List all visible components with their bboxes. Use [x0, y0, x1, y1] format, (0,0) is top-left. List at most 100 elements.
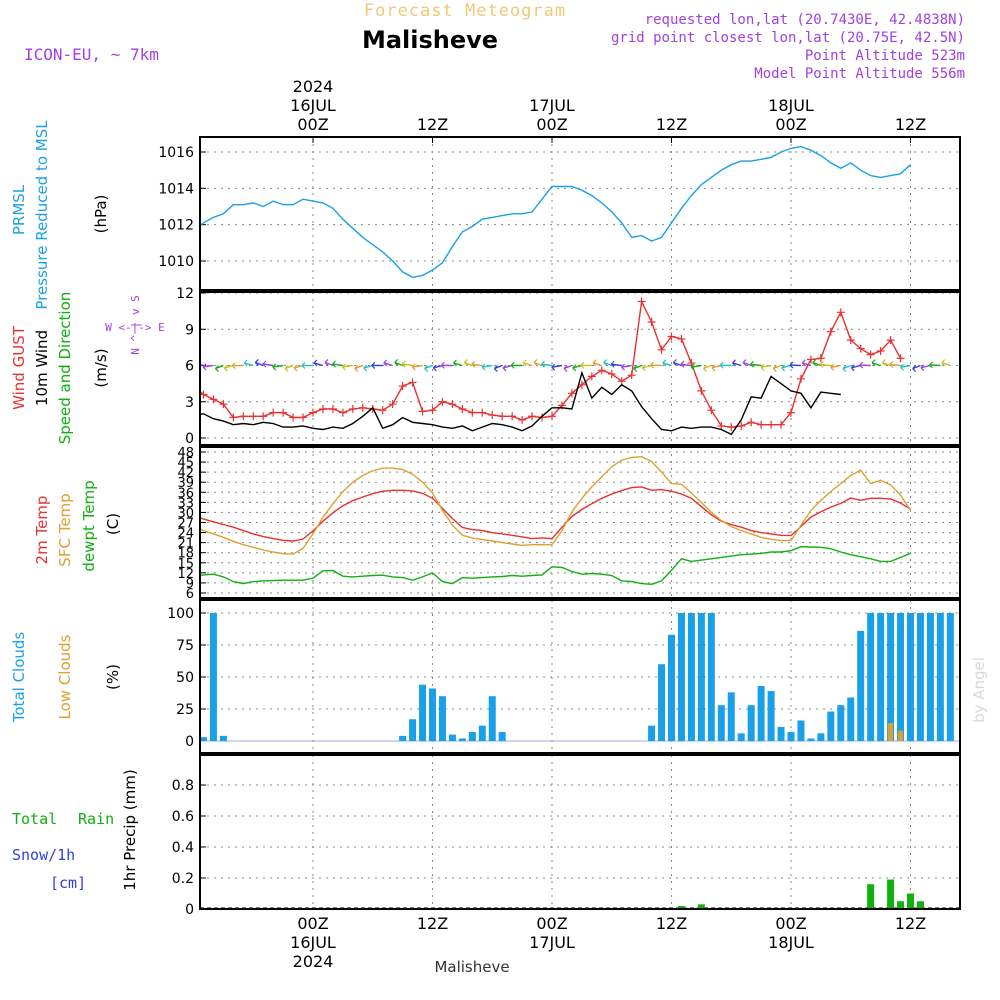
- wind-arrowhead: [440, 361, 445, 369]
- station-title: Malisheve: [362, 26, 498, 54]
- top-time-label: 00Z: [536, 115, 567, 134]
- y-tick-label: 30: [177, 506, 194, 521]
- wind-arrowhead: [830, 363, 835, 371]
- y-tick-label: 48: [177, 446, 194, 461]
- bar-total-clouds: [857, 630, 865, 741]
- wind-arrowhead: [592, 359, 597, 367]
- wind-arrow: [802, 362, 812, 367]
- wind-arrowhead: [174, 360, 177, 366]
- gust-marker: [229, 413, 238, 422]
- gust-marker: [408, 378, 417, 387]
- gust-marker: [787, 408, 795, 417]
- wind-arrow: [523, 362, 533, 367]
- wind-arrowhead: [424, 365, 429, 372]
- wind-arrow: [293, 364, 304, 369]
- wind-arrow: [820, 363, 831, 367]
- wind-arrowhead: [146, 366, 149, 372]
- wind-arrowhead: [301, 362, 306, 369]
- wind-arrowhead: [272, 363, 277, 371]
- model-label: ICON-EU, ~ 7km: [24, 45, 159, 64]
- series-line-10m-wind: [200, 370, 841, 436]
- wind-arrowhead: [889, 361, 894, 368]
- wind-arrowhead: [621, 363, 625, 371]
- temp-unit: (C): [104, 513, 122, 535]
- bottom-time-label: 00Z: [536, 914, 567, 933]
- wind-arrow: [900, 364, 911, 369]
- y-tick-label: 15: [177, 557, 194, 572]
- wind-arrow: [146, 366, 154, 369]
- y-tick-label: 18: [177, 547, 194, 562]
- wind-arrow: [750, 363, 762, 367]
- wind-arrowhead: [522, 359, 527, 367]
- wind-arrowhead: [463, 359, 468, 366]
- wind-arrow: [871, 362, 881, 367]
- bar-total-clouds: [817, 733, 825, 741]
- panel-5: 0 0.2 0.4 0.6 0.8: [172, 754, 961, 918]
- pressure-unit: (hPa): [92, 195, 110, 234]
- top-time-label: 17JUL: [529, 96, 575, 115]
- panel-frame: [199, 599, 961, 754]
- wind-arrow: [830, 364, 841, 369]
- gust-marker: [378, 406, 387, 415]
- y-tick-label: 24: [177, 527, 194, 542]
- bar-total-clouds: [777, 726, 785, 741]
- wind-arrowhead: [812, 359, 817, 366]
- wind-arrowhead: [572, 364, 577, 372]
- panel-frame: [199, 136, 961, 291]
- gust-marker: [269, 408, 278, 417]
- wind-arrow: [611, 363, 622, 367]
- gust-marker: [508, 412, 517, 421]
- bar-total-clouds: [867, 613, 875, 741]
- y-tick-label: 12: [176, 286, 194, 302]
- gust-marker: [209, 395, 218, 404]
- bottom-time-label: 16JUL: [290, 933, 336, 952]
- wind-arrow: [642, 364, 652, 369]
- panel-marks: [133, 297, 951, 436]
- wind-arrowhead: [262, 360, 267, 368]
- gust-marker: [338, 408, 347, 417]
- bar-total-clouds: [687, 613, 695, 741]
- wind-arrowhead: [662, 359, 667, 367]
- wind-arrow: [680, 363, 692, 367]
- gust-marker: [299, 413, 308, 422]
- bar-total-rain: [916, 901, 924, 909]
- bar-total-clouds: [727, 692, 735, 741]
- wind-arrow: [244, 362, 254, 367]
- wind-arrowhead: [801, 359, 806, 367]
- gust-marker: [627, 371, 636, 380]
- y-tick-label: 1010: [158, 254, 194, 270]
- gust-marker: [190, 382, 198, 390]
- y-tick-label: 0.2: [172, 871, 194, 887]
- bar-total-clouds: [737, 733, 745, 741]
- y-tick-label: 1014: [158, 181, 194, 197]
- y-tick-label: 9: [186, 577, 194, 592]
- gust-marker: [567, 389, 576, 398]
- gust-marker: [597, 366, 606, 375]
- gust-marker: [876, 347, 885, 355]
- gust-marker: [727, 423, 736, 432]
- y-tick-label: 6: [186, 587, 194, 602]
- y-tick-label: 0: [185, 734, 194, 750]
- precip-cm-label: [cm]: [50, 874, 86, 892]
- panel-marks: [200, 455, 912, 586]
- temp-sfc-label: SFC Temp: [56, 493, 74, 566]
- gust-marker: [448, 400, 457, 409]
- wind-arrowhead: [324, 359, 329, 366]
- bar-total-clouds: [926, 613, 934, 741]
- panel-marks: [200, 879, 960, 909]
- wind-arrow: [742, 361, 752, 367]
- gust-marker: [856, 344, 865, 353]
- wind-arrow: [760, 364, 772, 368]
- y-tick-label: 45: [177, 456, 194, 471]
- wind-direction-label: Speed and Direction: [56, 292, 74, 445]
- bar-total-clouds: [717, 705, 725, 741]
- wind-arrow: [332, 363, 343, 367]
- wind-arrowhead: [502, 364, 507, 372]
- bar-total-clouds: [757, 685, 765, 741]
- wind-arrow: [313, 362, 324, 367]
- wind-arrowhead: [401, 360, 406, 368]
- wind-arrowhead: [133, 364, 136, 370]
- wind-arrowhead: [842, 365, 847, 373]
- gust-marker: [538, 413, 547, 422]
- gust-marker: [886, 336, 895, 345]
